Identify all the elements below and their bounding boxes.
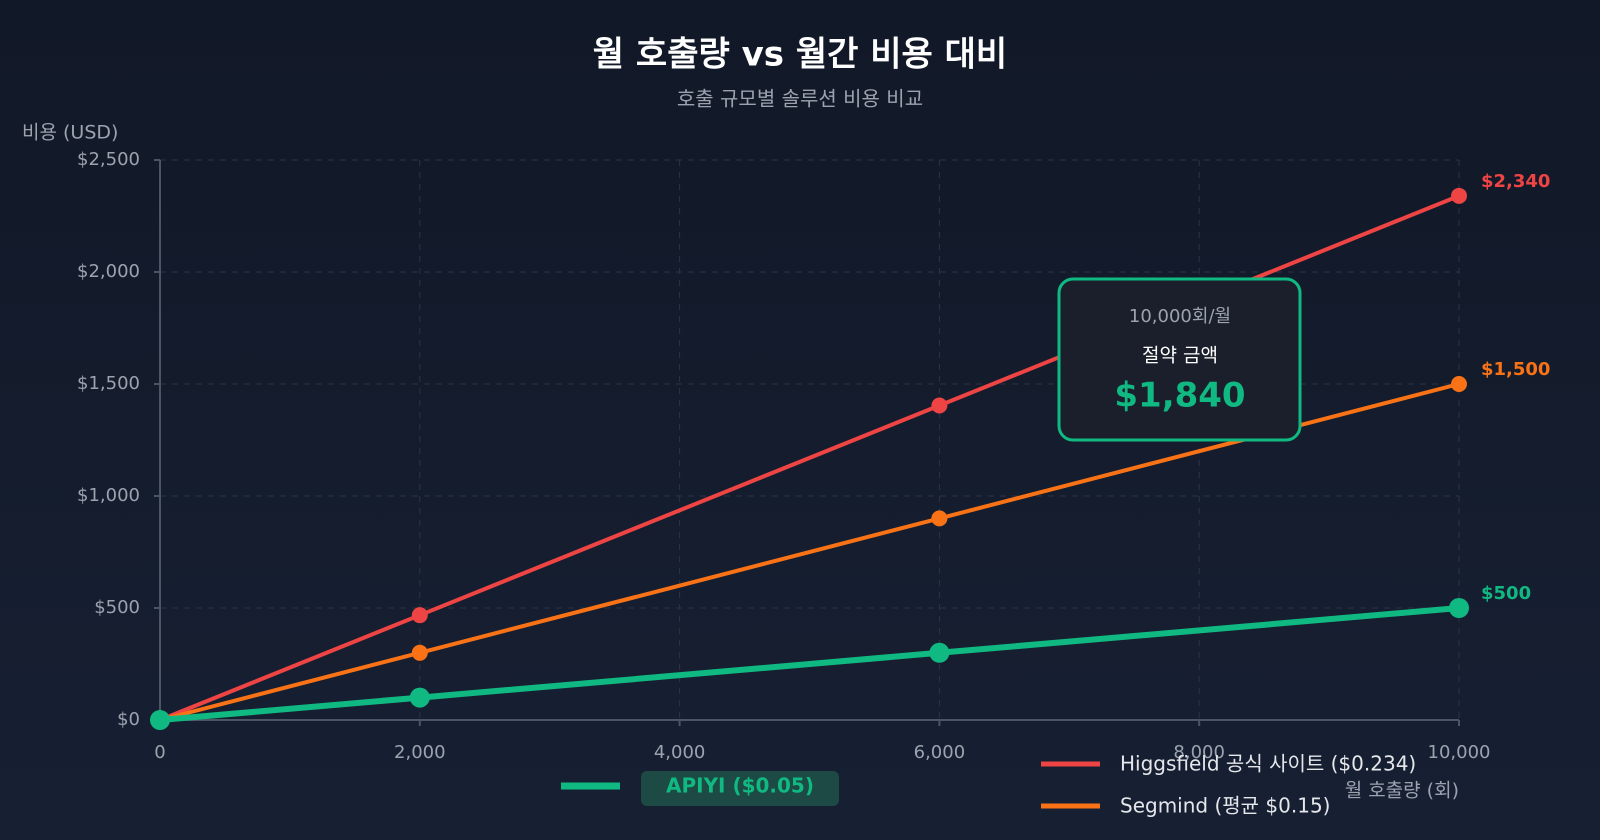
point — [931, 510, 948, 527]
x-axis-title: 월 호출량 (회) — [1345, 780, 1459, 802]
y-tick-label: $1,500 — [77, 373, 140, 394]
value-label: $1,500 — [1481, 359, 1550, 380]
x-tick-label: 0 — [154, 742, 165, 763]
annotation-period: 10,000회/월 — [1129, 306, 1231, 327]
y-tick-label: $2,500 — [77, 149, 140, 170]
annotation-label: 절약 금액 — [1142, 345, 1218, 367]
point — [150, 710, 170, 730]
x-tick-label: 6,000 — [914, 742, 966, 763]
chart-subtitle: 호출 규모별 솔루션 비용 비교 — [677, 87, 923, 111]
legend-label: APIYI ($0.05) — [666, 774, 814, 798]
annotation-box — [1057, 277, 1302, 442]
y-tick-label: $500 — [94, 597, 140, 618]
chart-title: 월 호출량 vs 월간 비용 대비 — [593, 35, 1007, 75]
legend-label: Higgsfield 공식 사이트 ($0.234) — [1120, 752, 1416, 776]
x-tick-label: 10,000 — [1428, 742, 1491, 763]
annotation-amount: $1,840 — [1114, 376, 1245, 416]
value-label: $500 — [1481, 583, 1531, 604]
point — [929, 642, 950, 663]
point — [1451, 187, 1467, 204]
point — [1451, 376, 1467, 392]
point — [411, 644, 428, 661]
point — [411, 607, 428, 624]
series-line — [159, 382, 1460, 722]
series-line — [159, 605, 1460, 723]
value-label: $2,340 — [1481, 171, 1550, 192]
point — [1449, 598, 1469, 618]
legend-label: Segmind (평균 $0.15) — [1120, 794, 1330, 818]
y-axis-title: 비용 (USD) — [22, 122, 118, 144]
legend-highlight — [641, 771, 839, 806]
x-tick-label: 8,000 — [1173, 742, 1225, 763]
y-tick-label: $0 — [117, 709, 140, 730]
x-tick-label: 2,000 — [394, 742, 446, 763]
x-tick-label: 4,000 — [654, 742, 706, 763]
y-tick-label: $1,000 — [77, 485, 140, 506]
savings-annotation: 10,000회/월 절약 금액 $1,840 — [1057, 277, 1302, 442]
y-tick-label: $2,000 — [77, 261, 140, 282]
point — [931, 397, 948, 414]
point — [409, 687, 430, 708]
